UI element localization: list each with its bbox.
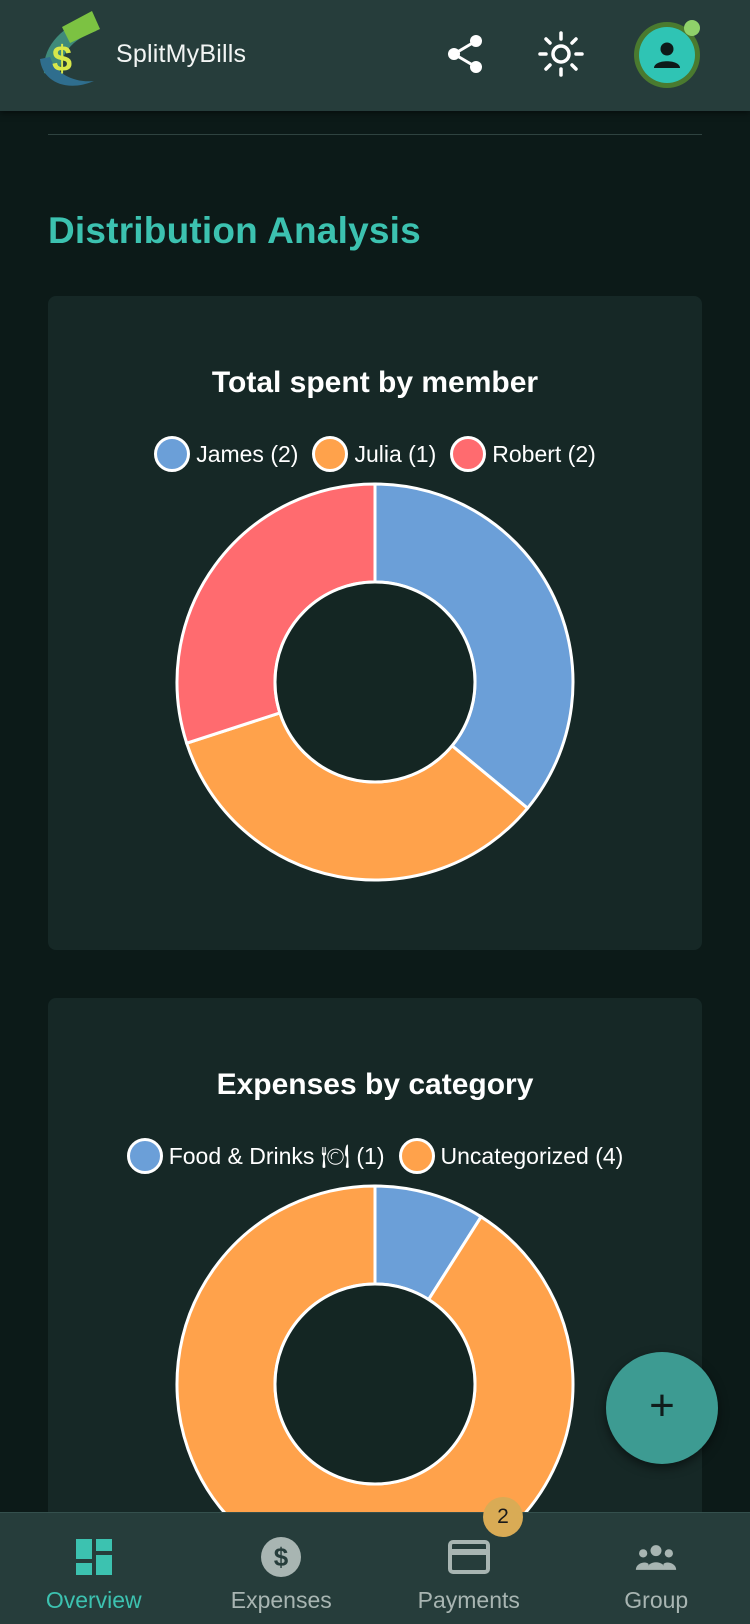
legend-label: Food & Drinks 🍽 (1) <box>168 1142 385 1169</box>
avatar-circle <box>639 27 695 83</box>
legend-swatch <box>126 1138 163 1174</box>
svg-text:$: $ <box>274 1542 289 1572</box>
share-icon <box>448 35 482 73</box>
dashboard-icon <box>75 1539 112 1575</box>
nav-label: Group <box>624 1587 689 1613</box>
category-donut-chart <box>175 1184 575 1584</box>
member-chart-card: Total spent by member James (2) Julia (1… <box>48 296 702 950</box>
svg-text:$: $ <box>52 38 72 79</box>
theme-toggle-button[interactable] <box>533 26 589 82</box>
chart-title: Expenses by category <box>216 1068 534 1101</box>
online-status-dot <box>684 20 700 36</box>
app-title: SplitMyBills <box>116 40 247 68</box>
legend-swatch <box>450 436 487 472</box>
member-donut-chart <box>175 482 575 882</box>
app-header: $ SplitMyBills <box>0 0 750 111</box>
nav-label: Payments <box>417 1587 520 1613</box>
plus-icon: + <box>649 1381 675 1430</box>
nav-label: Overview <box>45 1587 142 1613</box>
divider <box>48 134 702 135</box>
chart-legend: Food & Drinks 🍽 (1) Uncategorized (4) <box>48 1138 702 1174</box>
logo-icon: $ <box>40 11 100 86</box>
legend-label: Robert (2) <box>492 440 596 467</box>
legend-swatch <box>312 436 349 472</box>
donut-hole <box>273 580 477 784</box>
legend-item[interactable]: Food & Drinks 🍽 (1) <box>126 1138 385 1174</box>
legend-label: Julia (1) <box>354 440 437 467</box>
bottom-nav: Overview $ Expenses 2 Payments <box>0 1497 750 1624</box>
nav-label: Expenses <box>230 1587 332 1613</box>
section-title: Distribution Analysis <box>48 210 421 251</box>
chart-legend: James (2) Julia (1) Robert (2) <box>48 436 702 472</box>
group-icon <box>636 1545 677 1570</box>
legend-label: Uncategorized (4) <box>440 1142 624 1169</box>
legend-item[interactable]: Uncategorized (4) <box>398 1138 624 1174</box>
share-button[interactable] <box>438 26 494 82</box>
legend-item[interactable]: Julia (1) <box>312 436 436 472</box>
dollar-icon: $ <box>261 1537 302 1577</box>
legend-swatch <box>398 1138 435 1174</box>
chart-title: Total spent by member <box>211 366 539 399</box>
legend-swatch <box>154 436 191 472</box>
person-icon <box>654 42 680 68</box>
legend-label: James (2) <box>196 440 299 467</box>
nav-group[interactable]: Group <box>563 1513 750 1624</box>
nav-expenses[interactable]: $ Expenses <box>188 1513 376 1624</box>
legend-item[interactable]: Robert (2) <box>450 436 596 472</box>
sun-icon <box>538 31 584 77</box>
donut-hole <box>273 1282 477 1486</box>
card-icon <box>447 1540 490 1574</box>
legend-item[interactable]: James (2) <box>154 436 298 472</box>
add-expense-button[interactable]: + <box>606 1352 718 1464</box>
payments-badge: 2 <box>483 1497 523 1537</box>
nav-overview[interactable]: Overview <box>0 1513 188 1624</box>
nav-payments[interactable]: 2 Payments <box>375 1497 563 1624</box>
